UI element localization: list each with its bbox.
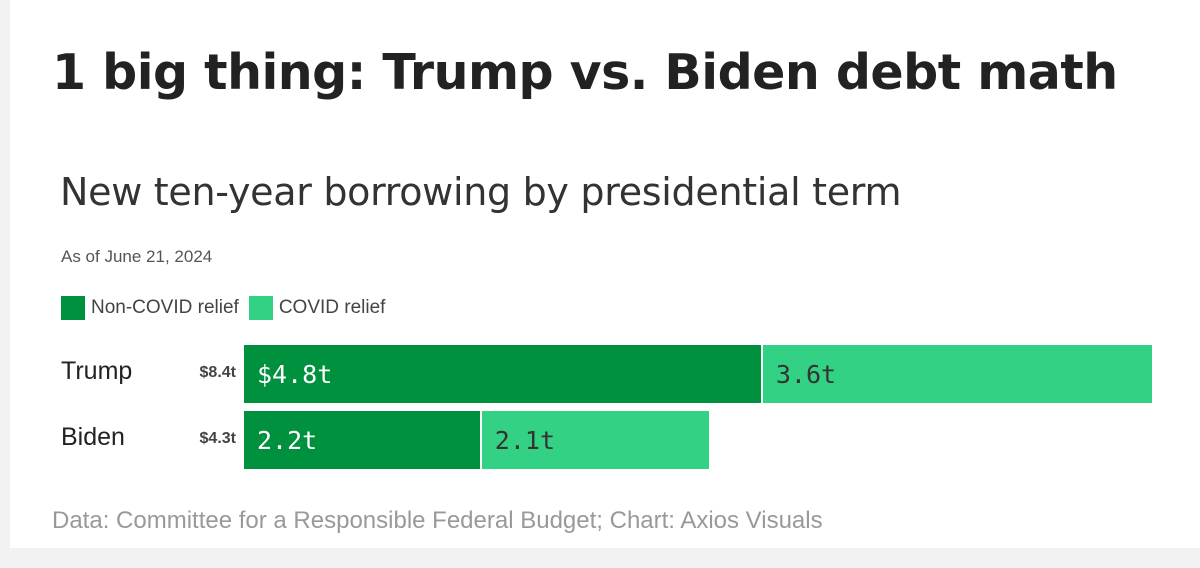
data-label-biden-covid: 2.1t <box>494 425 556 455</box>
legend-label-covid: COVID relief <box>278 297 386 318</box>
legend-swatch-covid <box>248 296 273 320</box>
category-label-biden: Biden <box>61 423 125 451</box>
legend-swatch-non-covid <box>61 296 85 320</box>
total-label-trump: $8.4t <box>199 364 236 381</box>
chart-card: 1 big thing: Trump vs. Biden debt math N… <box>10 0 1200 548</box>
legend-label-non-covid: Non-COVID relief <box>91 297 239 318</box>
bar-trump-covid: 3.6t <box>762 345 1152 403</box>
legend-item-covid: COVID relief <box>248 296 386 320</box>
bar-biden-covid: 2.1t <box>481 411 709 469</box>
bar-biden-non-covid: 2.2t <box>244 411 480 469</box>
data-label-biden-non-covid: 2.2t <box>257 425 318 455</box>
bar-trump-non-covid: $4.8t <box>244 345 761 403</box>
data-label-trump-covid: 3.6t <box>775 359 837 389</box>
chart-title: New ten-year borrowing by presidential t… <box>60 170 902 214</box>
chart-subtitle: As of June 21, 2024 <box>61 247 213 266</box>
total-label-biden: $4.3t <box>199 430 236 447</box>
category-label-trump: Trump <box>61 357 133 385</box>
data-label-trump-non-covid: $4.8t <box>257 359 333 389</box>
legend: Non-COVID relief COVID relief <box>61 294 395 322</box>
legend-item-non-covid: Non-COVID relief <box>61 296 239 320</box>
source-note: Data: Committee for a Responsible Federa… <box>52 507 823 534</box>
headline: 1 big thing: Trump vs. Biden debt math <box>52 44 1118 101</box>
